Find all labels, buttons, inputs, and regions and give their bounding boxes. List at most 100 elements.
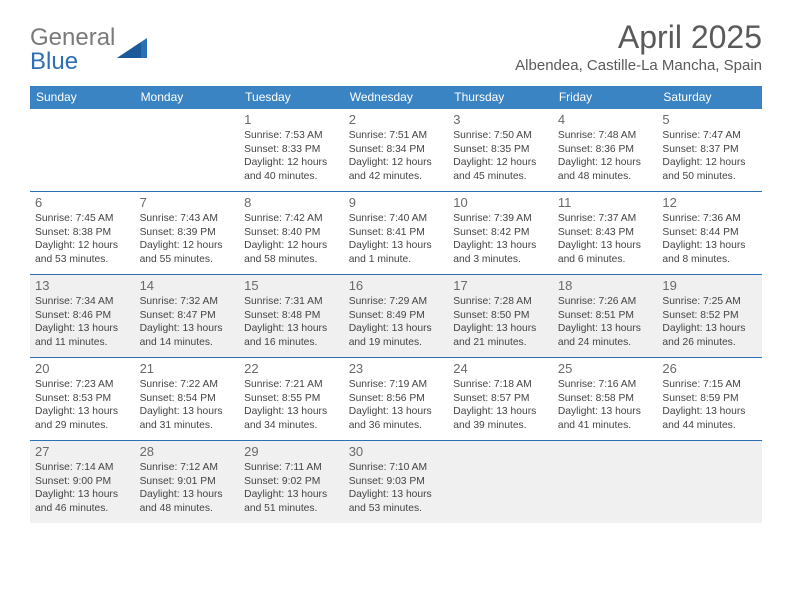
sunrise-text: Sunrise: 7:47 AM	[662, 129, 757, 143]
day-number: 21	[140, 361, 235, 376]
daylight1-text: Daylight: 12 hours	[244, 239, 339, 253]
daylight1-text: Daylight: 13 hours	[140, 405, 235, 419]
calendar-cell: 27 Sunrise: 7:14 AMSunset: 9:00 PMDayligh…	[30, 441, 135, 523]
day-header: Wednesday	[344, 86, 449, 109]
sunset-text: Sunset: 8:53 PM	[35, 392, 130, 406]
title-location: Albendea, Castille-La Mancha, Spain	[515, 57, 762, 74]
daylight1-text: Daylight: 13 hours	[35, 405, 130, 419]
day-number: 16	[349, 278, 444, 293]
sunrise-text: Sunrise: 7:18 AM	[453, 378, 548, 392]
sunset-text: Sunset: 8:46 PM	[35, 309, 130, 323]
sunrise-text: Sunrise: 7:12 AM	[140, 461, 235, 475]
logo-text-blue: Blue	[30, 48, 78, 75]
sunset-text: Sunset: 8:56 PM	[349, 392, 444, 406]
day-number: 3	[453, 112, 548, 127]
logo-text-gray: General	[30, 24, 115, 51]
day-number: 11	[558, 195, 653, 210]
calendar-cell: 4Sunrise: 7:48 AMSunset: 8:36 PMDaylight…	[553, 109, 658, 191]
calendar-cell: 10Sunrise: 7:39 AMSunset: 8:42 PMDayligh…	[448, 192, 553, 274]
day-number: 30	[349, 444, 444, 459]
sunset-text: Sunset: 8:57 PM	[453, 392, 548, 406]
day-header: Saturday	[657, 86, 762, 109]
day-number: 6	[35, 195, 130, 210]
daylight1-text: Daylight: 12 hours	[140, 239, 235, 253]
daylight2-text: and 50 minutes.	[662, 170, 757, 184]
calendar-cell: 7Sunrise: 7:43 AMSunset: 8:39 PMDaylight…	[135, 192, 240, 274]
day-number: 24	[453, 361, 548, 376]
sunrise-text: Sunrise: 7:53 AM	[244, 129, 339, 143]
calendar-cell: 22Sunrise: 7:21 AMSunset: 8:55 PMDayligh…	[239, 358, 344, 440]
daylight2-text: and 46 minutes.	[35, 502, 130, 516]
daylight1-text: Daylight: 13 hours	[35, 488, 130, 502]
daylight1-text: Daylight: 13 hours	[662, 322, 757, 336]
calendar-cell: 2Sunrise: 7:51 AMSunset: 8:34 PMDaylight…	[344, 109, 449, 191]
day-number: 4	[558, 112, 653, 127]
calendar-cell: 3Sunrise: 7:50 AMSunset: 8:35 PMDaylight…	[448, 109, 553, 191]
daylight1-text: Daylight: 13 hours	[35, 322, 130, 336]
daylight1-text: Daylight: 12 hours	[558, 156, 653, 170]
calendar-cell: 24 Sunrise: 7:18 AMSunset: 8:57 PMDayligh…	[448, 358, 553, 440]
sunrise-text: Sunrise: 7:14 AM	[35, 461, 130, 475]
daylight2-text: and 48 minutes.	[140, 502, 235, 516]
daylight2-text: and 36 minutes.	[349, 419, 444, 433]
day-number: 22	[244, 361, 339, 376]
sunrise-text: Sunrise: 7:37 AM	[558, 212, 653, 226]
sunset-text: Sunset: 9:00 PM	[35, 475, 130, 489]
sunset-text: Sunset: 8:49 PM	[349, 309, 444, 323]
calendar-cell: 28Sunrise: 7:12 AMSunset: 9:01 PMDayligh…	[135, 441, 240, 523]
calendar-cell: 8Sunrise: 7:42 AMSunset: 8:40 PMDaylight…	[239, 192, 344, 274]
sunset-text: Sunset: 8:47 PM	[140, 309, 235, 323]
calendar-cell: 21Sunrise: 7:22 AMSunset: 8:54 PMDayligh…	[135, 358, 240, 440]
sunrise-text: Sunrise: 7:29 AM	[349, 295, 444, 309]
sunrise-text: Sunrise: 7:51 AM	[349, 129, 444, 143]
calendar-cell: 9Sunrise: 7:40 AMSunset: 8:41 PMDaylight…	[344, 192, 449, 274]
week-row: 20Sunrise: 7:23 AMSunset: 8:53 PMDayligh…	[30, 357, 762, 440]
daylight1-text: Daylight: 13 hours	[349, 488, 444, 502]
sunrise-text: Sunrise: 7:28 AM	[453, 295, 548, 309]
day-header: Sunday	[30, 86, 135, 109]
daylight1-text: Daylight: 13 hours	[453, 405, 548, 419]
calendar-cell: 17Sunrise: 7:28 AMSunset: 8:50 PMDayligh…	[448, 275, 553, 357]
daylight2-text: and 53 minutes.	[349, 502, 444, 516]
sunrise-text: Sunrise: 7:50 AM	[453, 129, 548, 143]
calendar-cell: 16Sunrise: 7:29 AMSunset: 8:49 PMDayligh…	[344, 275, 449, 357]
calendar-cell: 15Sunrise: 7:31 AMSunset: 8:48 PMDayligh…	[239, 275, 344, 357]
daylight2-text: and 16 minutes.	[244, 336, 339, 350]
calendar-cell	[30, 109, 135, 191]
week-row: 27Sunrise: 7:14 AMSunset: 9:00 PMDayligh…	[30, 440, 762, 523]
day-number: 26	[662, 361, 757, 376]
daylight2-text: and 19 minutes.	[349, 336, 444, 350]
sunrise-text: Sunrise: 7:25 AM	[662, 295, 757, 309]
calendar-cell: 23Sunrise: 7:19 AMSunset: 8:56 PMDayligh…	[344, 358, 449, 440]
day-headers-row: Sunday Monday Tuesday Wednesday Thursday…	[30, 86, 762, 109]
day-number: 10	[453, 195, 548, 210]
calendar-cell: 12Sunrise: 7:36 AMSunset: 8:44 PMDayligh…	[657, 192, 762, 274]
sunset-text: Sunset: 9:01 PM	[140, 475, 235, 489]
day-number: 27	[35, 444, 130, 459]
day-number: 9	[349, 195, 444, 210]
sunrise-text: Sunrise: 7:42 AM	[244, 212, 339, 226]
calendar-cell: 20Sunrise: 7:23 AMSunset: 8:53 PMDayligh…	[30, 358, 135, 440]
day-header: Thursday	[448, 86, 553, 109]
title-block: April 2025 Albendea, Castille-La Mancha,…	[515, 20, 762, 74]
daylight1-text: Daylight: 13 hours	[140, 488, 235, 502]
sunrise-text: Sunrise: 7:36 AM	[662, 212, 757, 226]
daylight2-text: and 21 minutes.	[453, 336, 548, 350]
calendar-cell: 19Sunrise: 7:25 AMSunset: 8:52 PMDayligh…	[657, 275, 762, 357]
day-number: 8	[244, 195, 339, 210]
sunset-text: Sunset: 8:51 PM	[558, 309, 653, 323]
calendar: Sunday Monday Tuesday Wednesday Thursday…	[30, 86, 762, 523]
day-number: 1	[244, 112, 339, 127]
sunrise-text: Sunrise: 7:16 AM	[558, 378, 653, 392]
day-number: 20	[35, 361, 130, 376]
calendar-cell: 26Sunrise: 7:15 AMSunset: 8:59 PMDayligh…	[657, 358, 762, 440]
calendar-cell: 1Sunrise: 7:53 AMSunset: 8:33 PMDaylight…	[239, 109, 344, 191]
calendar-cell: 30Sunrise: 7:10 AMSunset: 9:03 PMDayligh…	[344, 441, 449, 523]
sunrise-text: Sunrise: 7:26 AM	[558, 295, 653, 309]
daylight2-text: and 31 minutes.	[140, 419, 235, 433]
calendar-cell: 14Sunrise: 7:32 AMSunset: 8:47 PMDayligh…	[135, 275, 240, 357]
sunrise-text: Sunrise: 7:39 AM	[453, 212, 548, 226]
weeks-container: 1Sunrise: 7:53 AMSunset: 8:33 PMDaylight…	[30, 109, 762, 523]
sunrise-text: Sunrise: 7:48 AM	[558, 129, 653, 143]
week-row: 6Sunrise: 7:45 AMSunset: 8:38 PMDaylight…	[30, 191, 762, 274]
